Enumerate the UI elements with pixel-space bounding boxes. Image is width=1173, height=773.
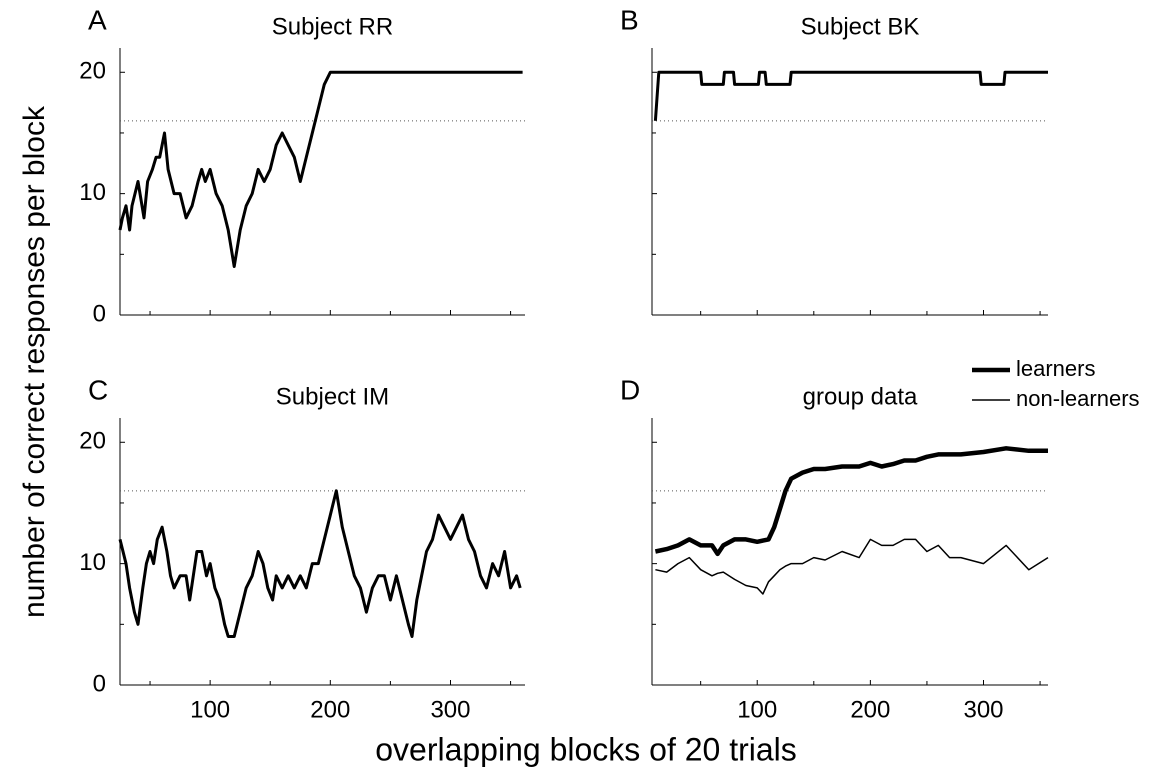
y-tick-label: 0 (93, 300, 106, 327)
y-tick-label: 10 (79, 549, 106, 576)
legend-label: non-learners (1016, 386, 1140, 411)
y-tick-label: 10 (79, 179, 106, 206)
x-tick-label: 100 (190, 696, 230, 723)
data-line (654, 446, 1048, 557)
panel-title: Subject IM (276, 383, 389, 410)
data-line (118, 70, 523, 268)
y-axis-label: number of correct responses per block (18, 105, 51, 618)
x-axis-label: overlapping blocks of 20 trials (375, 731, 797, 767)
panel-title: group data (803, 383, 918, 410)
panel-label: A (88, 4, 107, 35)
panel-title: Subject BK (801, 13, 920, 40)
x-tick-label: 200 (310, 696, 350, 723)
panel-label: C (88, 374, 108, 405)
y-tick-label: 20 (79, 58, 106, 85)
x-tick-label: 200 (850, 696, 890, 723)
data-line (655, 538, 1049, 595)
x-tick-label: 300 (430, 696, 470, 723)
legend-label: learners (1016, 356, 1095, 381)
x-tick-label: 100 (737, 696, 777, 723)
panel-label: B (620, 4, 639, 35)
x-tick-label: 300 (963, 696, 1003, 723)
y-tick-label: 0 (93, 670, 106, 697)
panel-title: Subject RR (272, 13, 393, 40)
data-line (653, 70, 1048, 121)
panel-label: D (620, 374, 640, 405)
data-line (118, 489, 522, 638)
y-tick-label: 20 (79, 428, 106, 455)
